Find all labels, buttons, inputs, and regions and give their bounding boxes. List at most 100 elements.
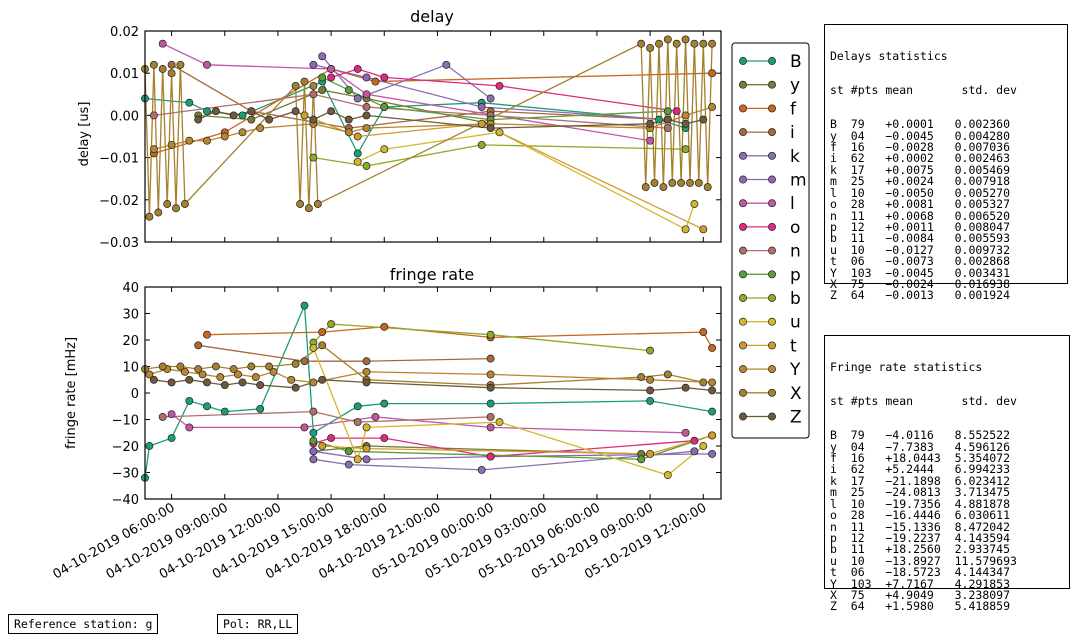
- data-point-B: [185, 396, 194, 405]
- data-point-Z: [309, 115, 318, 124]
- data-point-B: [300, 301, 309, 310]
- series-line-B: [144, 80, 686, 155]
- reference-station-label: Reference station: g: [8, 614, 159, 634]
- legend-label-Z: Z: [790, 408, 802, 428]
- data-point-X: [158, 65, 167, 73]
- data-point-X: [309, 81, 318, 90]
- data-point-p: [663, 107, 672, 116]
- data-point-Z: [699, 115, 708, 124]
- stats-row-Y: Y 103 −0.0045 0.003431: [830, 265, 1011, 280]
- data-point-f: [380, 322, 389, 331]
- stats-row-b: b 11 +18.2560 2.933745: [830, 542, 1011, 557]
- data-point-X: [663, 35, 672, 44]
- data-point-Y: [362, 124, 371, 133]
- data-point-b: [362, 162, 371, 170]
- fringe-stats-box: Fringe rate statistics st #pts mean std.…: [824, 335, 1070, 612]
- y-tick-label: 0.01: [110, 67, 139, 82]
- data-point-u: [495, 418, 504, 427]
- data-point-X: [211, 362, 220, 371]
- stats-row-X: X 75 +4.9049 3.238097: [830, 587, 1011, 602]
- data-point-Y: [220, 132, 229, 141]
- legend-marker-f: [768, 104, 776, 113]
- legend-marker-t: [768, 341, 776, 350]
- legend-marker-p: [768, 270, 776, 279]
- legend-marker-B: [739, 57, 747, 65]
- stats-row-y: y 04 −7.7383 4.596126: [830, 439, 1011, 454]
- data-point-Y: [287, 375, 296, 384]
- pol-label: Pol: RR,LL: [217, 614, 299, 634]
- data-point-X: [650, 178, 659, 187]
- data-point-Z: [167, 378, 176, 387]
- data-point-X: [247, 362, 256, 371]
- data-point-i: [300, 357, 309, 366]
- legend-frame: [731, 42, 810, 439]
- data-point-Z: [681, 119, 690, 128]
- data-point-X: [158, 362, 167, 371]
- data-point-B: [145, 442, 154, 450]
- data-point-n: [158, 412, 167, 421]
- stats-row-i: i 62 +0.0002 0.002463: [830, 151, 1011, 166]
- data-point-n: [353, 418, 362, 427]
- data-point-y: [318, 86, 327, 95]
- delay-series-lines: [144, 39, 713, 231]
- stats-row-B: B 79 −4.0116 8.552522: [830, 428, 1011, 443]
- legend-marker-u: [768, 317, 776, 326]
- data-point-Z: [238, 378, 247, 387]
- data-point-X: [300, 77, 309, 86]
- legend-marker-o: [739, 222, 747, 231]
- data-point-Y: [362, 367, 371, 376]
- legend-marker-u: [739, 317, 747, 326]
- y-tick-label: −30: [112, 467, 139, 482]
- legend-label-X: X: [790, 384, 802, 404]
- data-point-o: [486, 452, 495, 461]
- legend-marker-p: [739, 270, 747, 279]
- data-point-l: [327, 65, 336, 73]
- legend-marker-o: [768, 222, 776, 231]
- data-point-X: [694, 178, 703, 187]
- y-tick-label: 0.00: [110, 109, 139, 124]
- data-point-Z: [646, 119, 655, 128]
- fringe-rate-series-lines: [144, 305, 713, 478]
- delay-stats-rows: B 79 +0.0001 0.002360 y 04 −0.0045 0.0042…: [830, 118, 1063, 302]
- data-point-X: [172, 204, 180, 213]
- stats-row-p: p 12 +0.0011 0.008047: [830, 219, 1011, 234]
- fringe-stats-header: st #pts mean std. dev: [830, 394, 1017, 409]
- data-point-t: [362, 444, 371, 453]
- data-point-Z: [220, 381, 229, 390]
- data-point-y: [247, 115, 256, 124]
- data-point-Z: [708, 386, 717, 395]
- data-point-u: [690, 200, 699, 208]
- data-point-X: [318, 341, 327, 350]
- series-line-k: [313, 450, 695, 471]
- data-point-B: [353, 402, 362, 411]
- legend-label-B: B: [790, 52, 802, 72]
- y-tick-label: 20: [122, 334, 139, 349]
- legend-label-y: y: [790, 76, 800, 96]
- data-point-Z: [194, 115, 203, 124]
- data-point-B: [256, 404, 265, 413]
- data-point-Z: [362, 111, 371, 120]
- data-point-X: [655, 39, 663, 48]
- data-point-o: [495, 81, 504, 90]
- series-line-l: [171, 413, 686, 434]
- y-tick-label: −0.03: [99, 236, 139, 251]
- data-point-B: [309, 428, 318, 437]
- y-tick-label: 10: [122, 361, 139, 376]
- data-point-X: [176, 362, 185, 371]
- data-point-m: [477, 103, 486, 111]
- y-tick-label: 0: [131, 387, 139, 402]
- data-point-l: [167, 410, 176, 419]
- legend-label-p: p: [790, 265, 801, 285]
- stats-row-Y: Y 103 +7.7167 4.291853: [830, 576, 1011, 591]
- stats-row-p: p 12 −19.2237 4.143594: [830, 530, 1011, 545]
- legend-marker-Z: [768, 412, 776, 421]
- legend-marker-Y: [739, 365, 747, 374]
- data-point-X: [663, 370, 672, 379]
- data-point-i: [167, 60, 176, 69]
- data-point-m: [362, 455, 371, 464]
- delay-stats-box: Delays statistics st #pts mean std. dev …: [824, 24, 1068, 301]
- legend-marker-n: [739, 246, 747, 255]
- stats-row-k: k 17 −21.1898 6.023412: [830, 473, 1011, 488]
- data-point-Y: [185, 136, 194, 145]
